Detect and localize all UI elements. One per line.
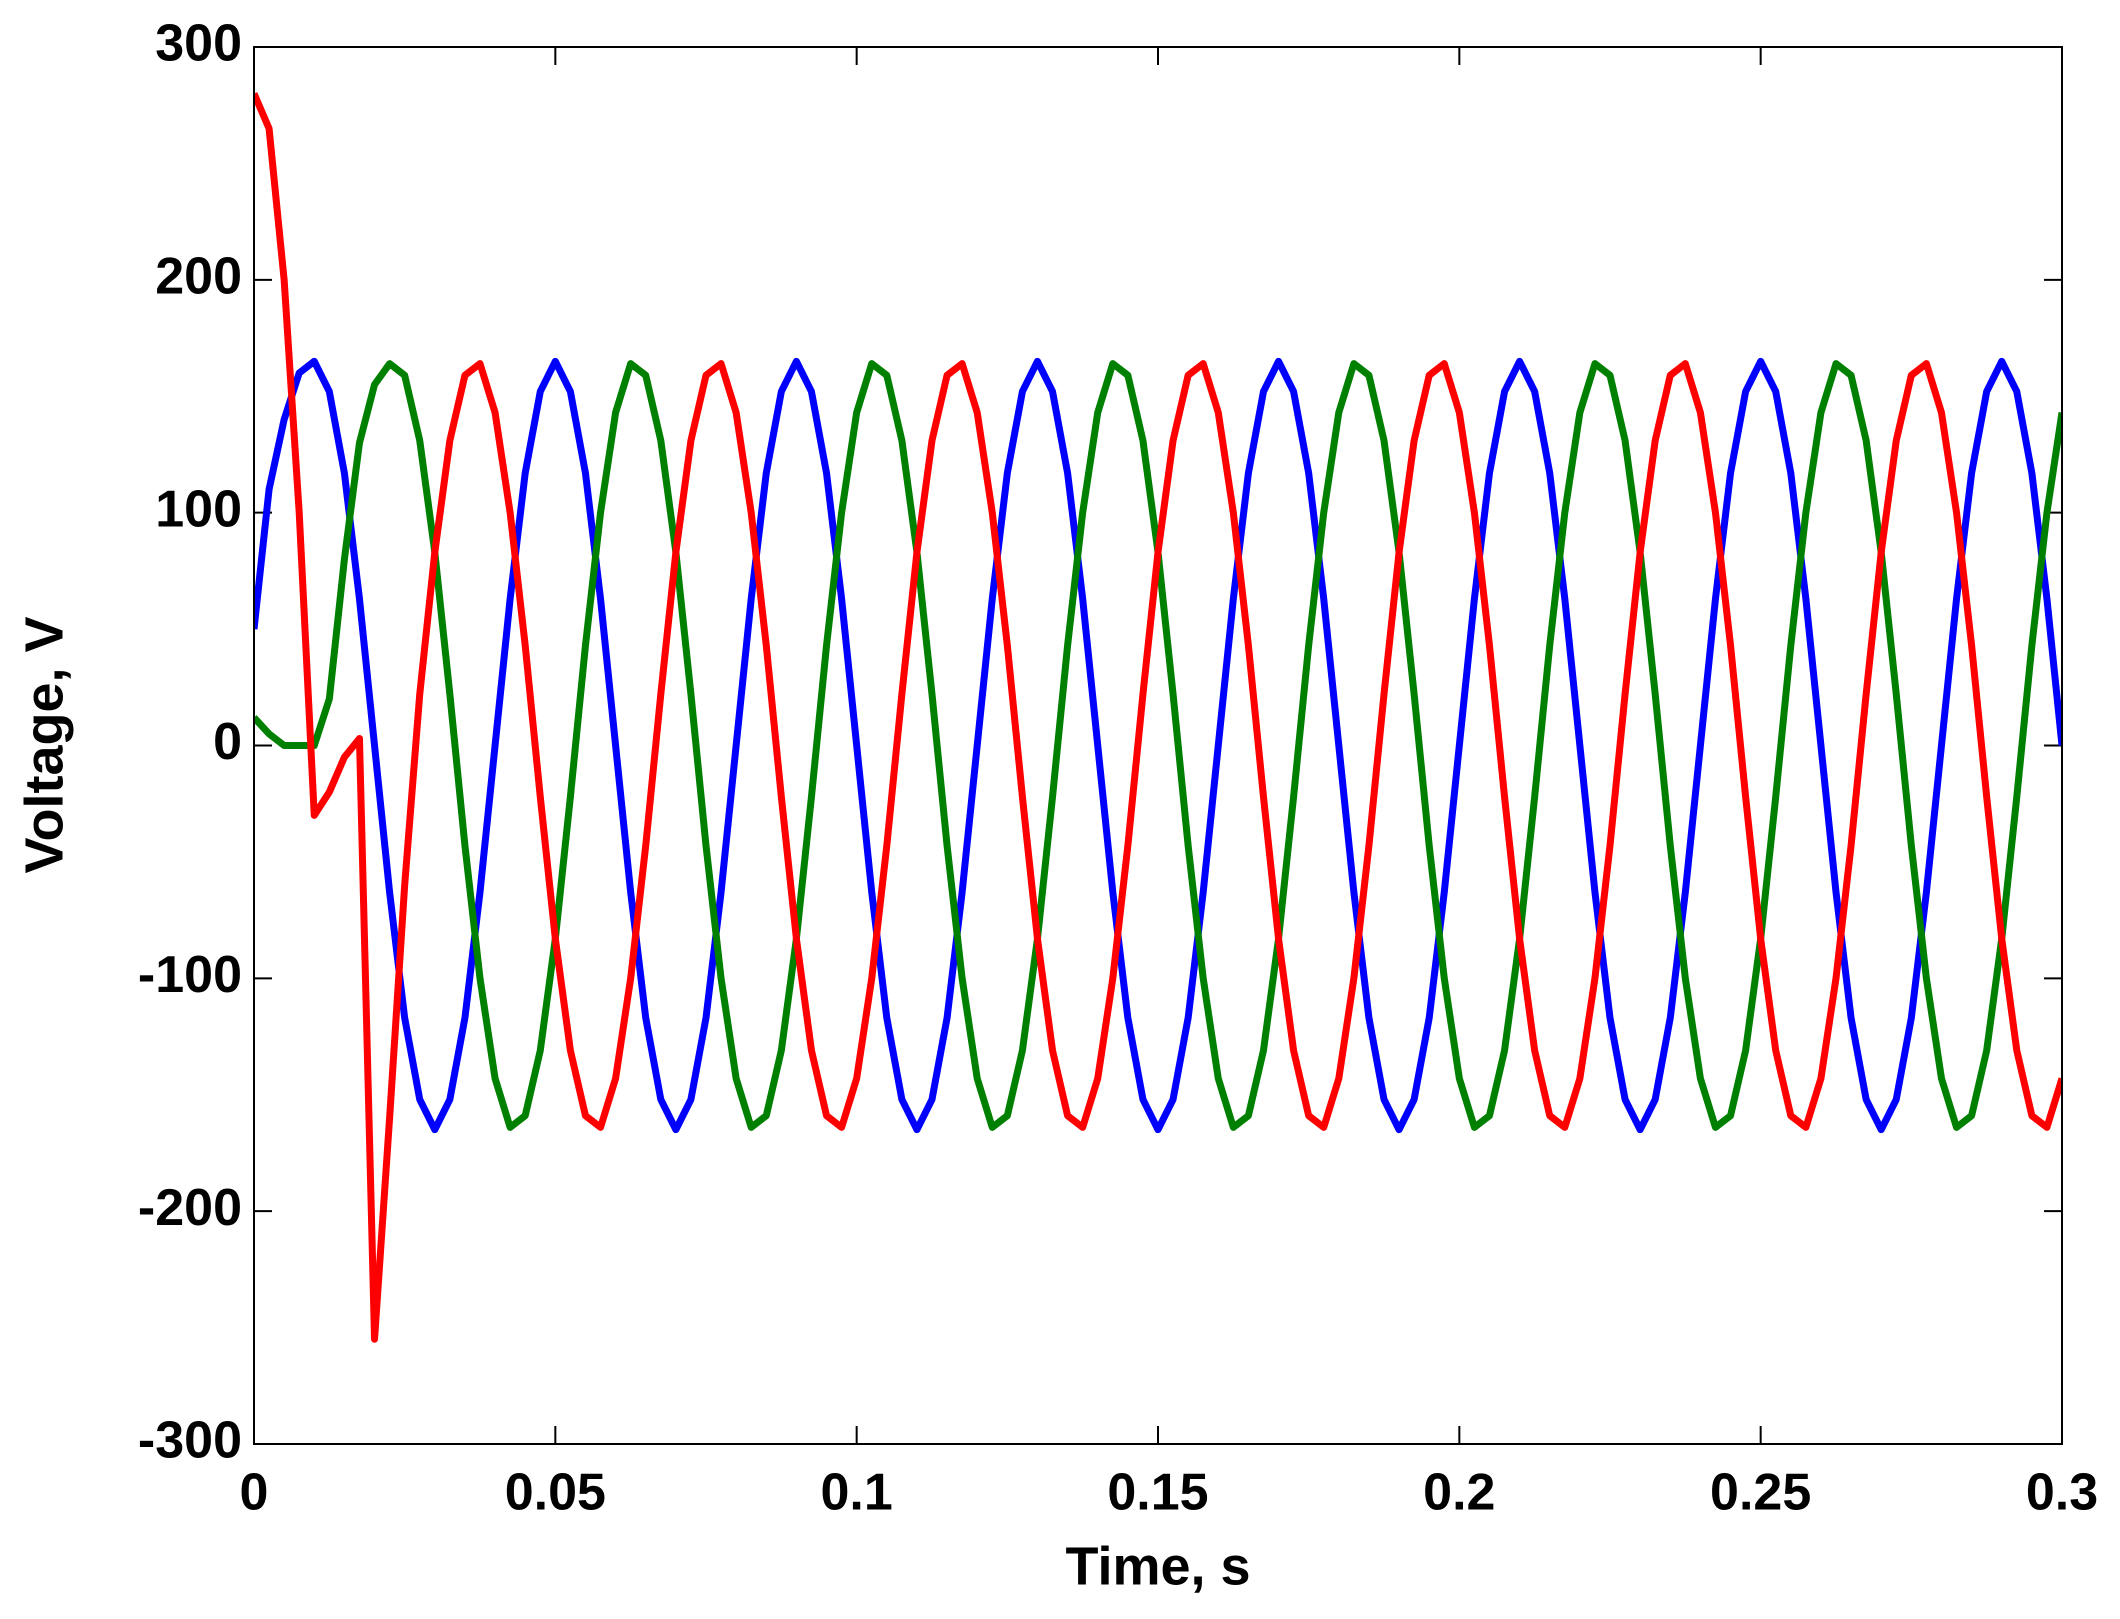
x-tick-label: 0.05 xyxy=(505,1464,606,1522)
x-tick-label: 0.1 xyxy=(821,1464,893,1522)
y-tick-label: 0 xyxy=(213,713,242,771)
x-tick-label: 0.25 xyxy=(1710,1464,1811,1522)
x-axis-title: Time, s xyxy=(1065,1536,1250,1596)
line-series xyxy=(254,92,2062,1343)
y-tick-label: -300 xyxy=(138,1412,242,1470)
y-axis-title: Voltage, V xyxy=(14,616,74,873)
x-tick-label: 0 xyxy=(240,1464,269,1522)
x-tick-label: 0.2 xyxy=(1423,1464,1495,1522)
y-tick-label: -100 xyxy=(138,946,242,1004)
y-tick-label: 200 xyxy=(155,248,242,306)
y-tick-label: 300 xyxy=(155,15,242,73)
x-tick-label: 0.3 xyxy=(2026,1464,2098,1522)
y-tick-label: -200 xyxy=(138,1179,242,1237)
y-tick-label: 100 xyxy=(155,480,242,538)
line-series xyxy=(254,357,2062,1134)
x-tick-label: 0.15 xyxy=(1107,1464,1208,1522)
plot-frame xyxy=(253,46,2063,1445)
